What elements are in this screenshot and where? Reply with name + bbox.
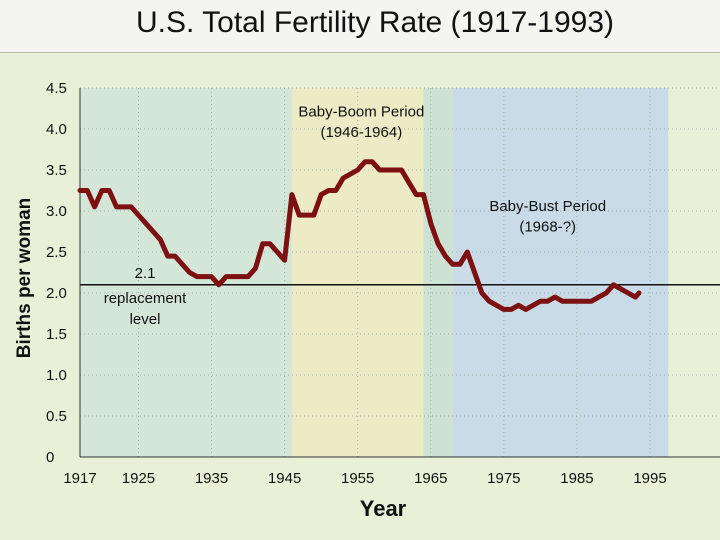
period-annotation-2: Baby-Bust Period — [489, 198, 606, 215]
y-tick-label: 3.0 — [46, 203, 67, 220]
x-tick-label: 1955 — [341, 470, 374, 487]
x-axis-label: Year — [360, 496, 407, 521]
period-annotation-3: (1968-?) — [519, 219, 576, 236]
x-tick-label: 1925 — [122, 470, 155, 487]
title-bar: U.S. Total Fertility Rate (1917-1993) — [0, 0, 720, 53]
x-tick-label: 1965 — [414, 470, 447, 487]
shaded-region-3 — [452, 88, 669, 457]
x-tick-label: 1985 — [560, 470, 593, 487]
y-tick-label: 2.5 — [46, 244, 67, 261]
shaded-region-0 — [80, 88, 292, 457]
x-tick-label: 1935 — [195, 470, 228, 487]
series-line-0 — [77, 159, 642, 312]
period-annotation-1: (1946-1964) — [320, 124, 402, 141]
shaded-region-2 — [423, 88, 453, 457]
y-tick-label: 3.5 — [46, 162, 67, 179]
x-tick-label: 1975 — [487, 470, 520, 487]
replacement-value-label: 2.1 — [135, 265, 156, 282]
y-tick-label: 4.0 — [46, 121, 67, 138]
x-tick-label: 1995 — [633, 470, 666, 487]
x-tick-label: 1945 — [268, 470, 301, 487]
x-tick-label: 1917 — [63, 470, 96, 487]
period-annotation-0: Baby-Boom Period — [298, 104, 424, 121]
y-tick-label: 0.5 — [46, 408, 67, 425]
y-tick-label: 1.0 — [46, 367, 67, 384]
y-tick-label: 2.0 — [46, 285, 67, 302]
chart-title: U.S. Total Fertility Rate (1917-1993) — [136, 6, 614, 39]
y-tick-label: 1.5 — [46, 326, 67, 343]
replacement-label: replacement — [104, 290, 187, 307]
y-tick-label: 0 — [46, 449, 54, 466]
y-axis-label: Births per woman — [14, 198, 35, 358]
replacement-label: level — [130, 311, 161, 328]
y-tick-label: 4.5 — [46, 80, 67, 97]
